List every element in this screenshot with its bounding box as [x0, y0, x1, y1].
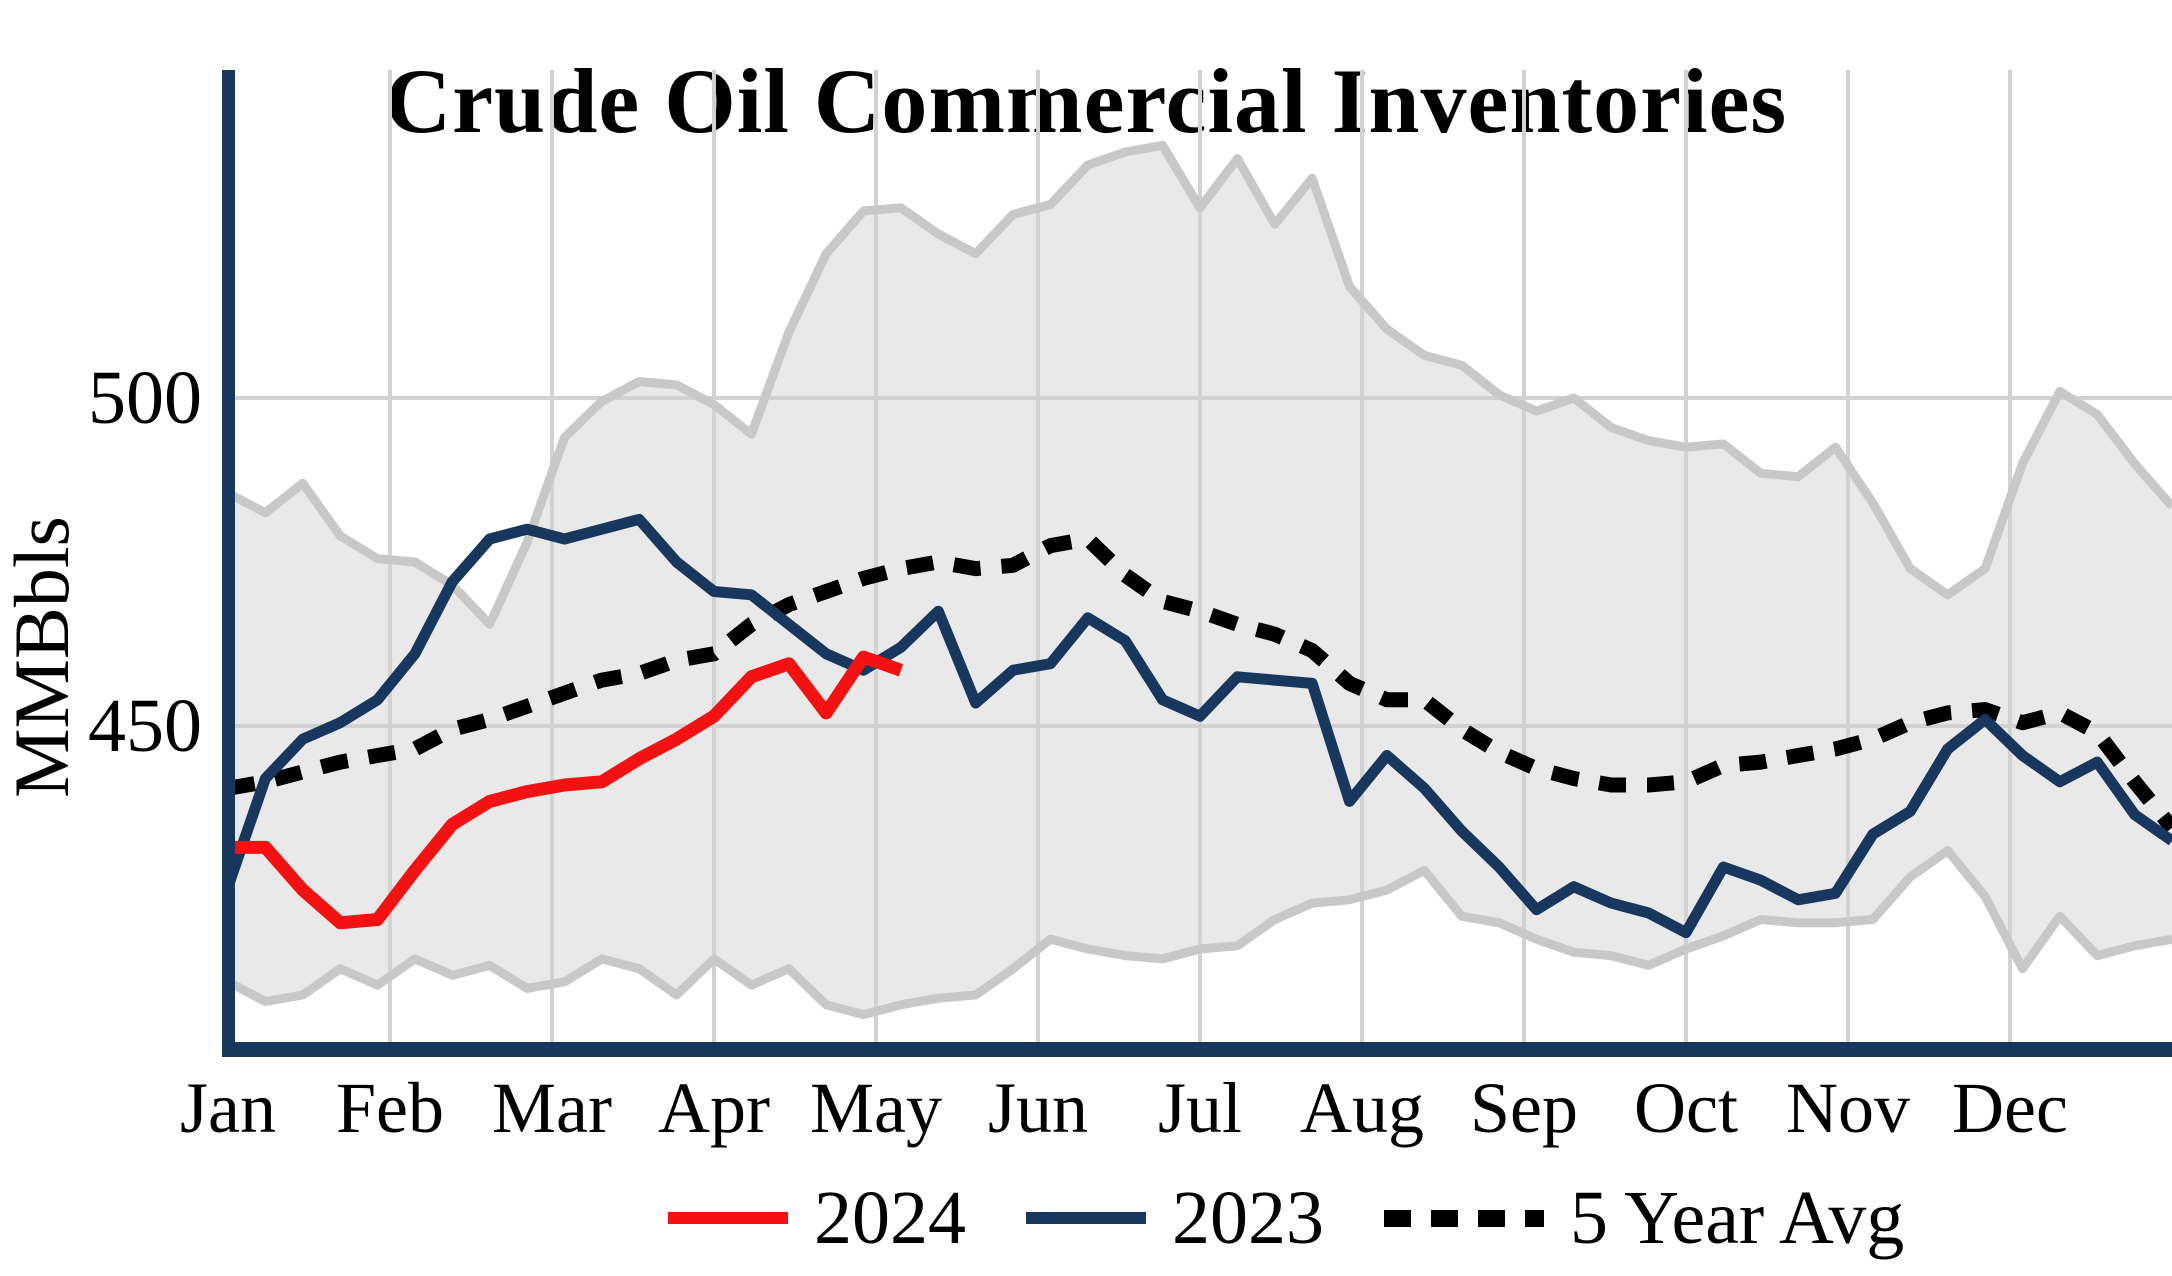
five-year-range-min-line — [225, 846, 2172, 1020]
x-month-label-apr: Apr — [658, 1068, 770, 1148]
x-month-label-oct: Oct — [1634, 1068, 1738, 1148]
legend-swatch-avg-dotted-line-icon — [1384, 1209, 1544, 1227]
y-axis-line — [222, 70, 235, 1056]
series-2024-line — [228, 650, 904, 930]
x-month-label-jan: Jan — [180, 1068, 276, 1148]
legend-swatch-2024-line-icon — [668, 1212, 788, 1224]
x-month-label-jul: Jul — [1157, 1068, 1243, 1148]
chart-title: Crude Oil Commercial Inventories — [384, 49, 1788, 152]
legend-label-5yr-avg: 5 Year Avg — [1570, 1176, 1905, 1260]
five-year-range-max-line — [225, 140, 2172, 629]
x-axis-line — [222, 1042, 2172, 1057]
legend-label-2024: 2024 — [814, 1176, 966, 1260]
series-5-year-avg-line — [226, 531, 2172, 833]
x-month-label-feb: Feb — [336, 1068, 444, 1148]
legend: 2024 2023 5 Year Avg — [668, 1178, 1904, 1258]
x-month-label-jun: Jun — [987, 1068, 1089, 1148]
x-month-label-dec: Dec — [1952, 1068, 2068, 1148]
y-tick-label-450: 450 — [88, 684, 202, 768]
legend-swatch-2023-line-icon — [1026, 1212, 1146, 1224]
legend-item-2024: 2024 — [668, 1180, 966, 1256]
x-month-label-nov: Nov — [1786, 1068, 1910, 1148]
x-month-label-sep: Sep — [1470, 1068, 1578, 1148]
legend-item-2023: 2023 — [1026, 1180, 1324, 1256]
series-2023-line — [222, 513, 2172, 939]
x-month-label-may: May — [810, 1068, 942, 1148]
y-tick-label-500: 500 — [88, 356, 202, 440]
legend-item-5yr-avg: 5 Year Avg — [1384, 1180, 1904, 1256]
x-month-label-mar: Mar — [492, 1068, 612, 1148]
x-month-label-aug: Aug — [1300, 1068, 1424, 1148]
legend-label-2023: 2023 — [1172, 1176, 1324, 1260]
